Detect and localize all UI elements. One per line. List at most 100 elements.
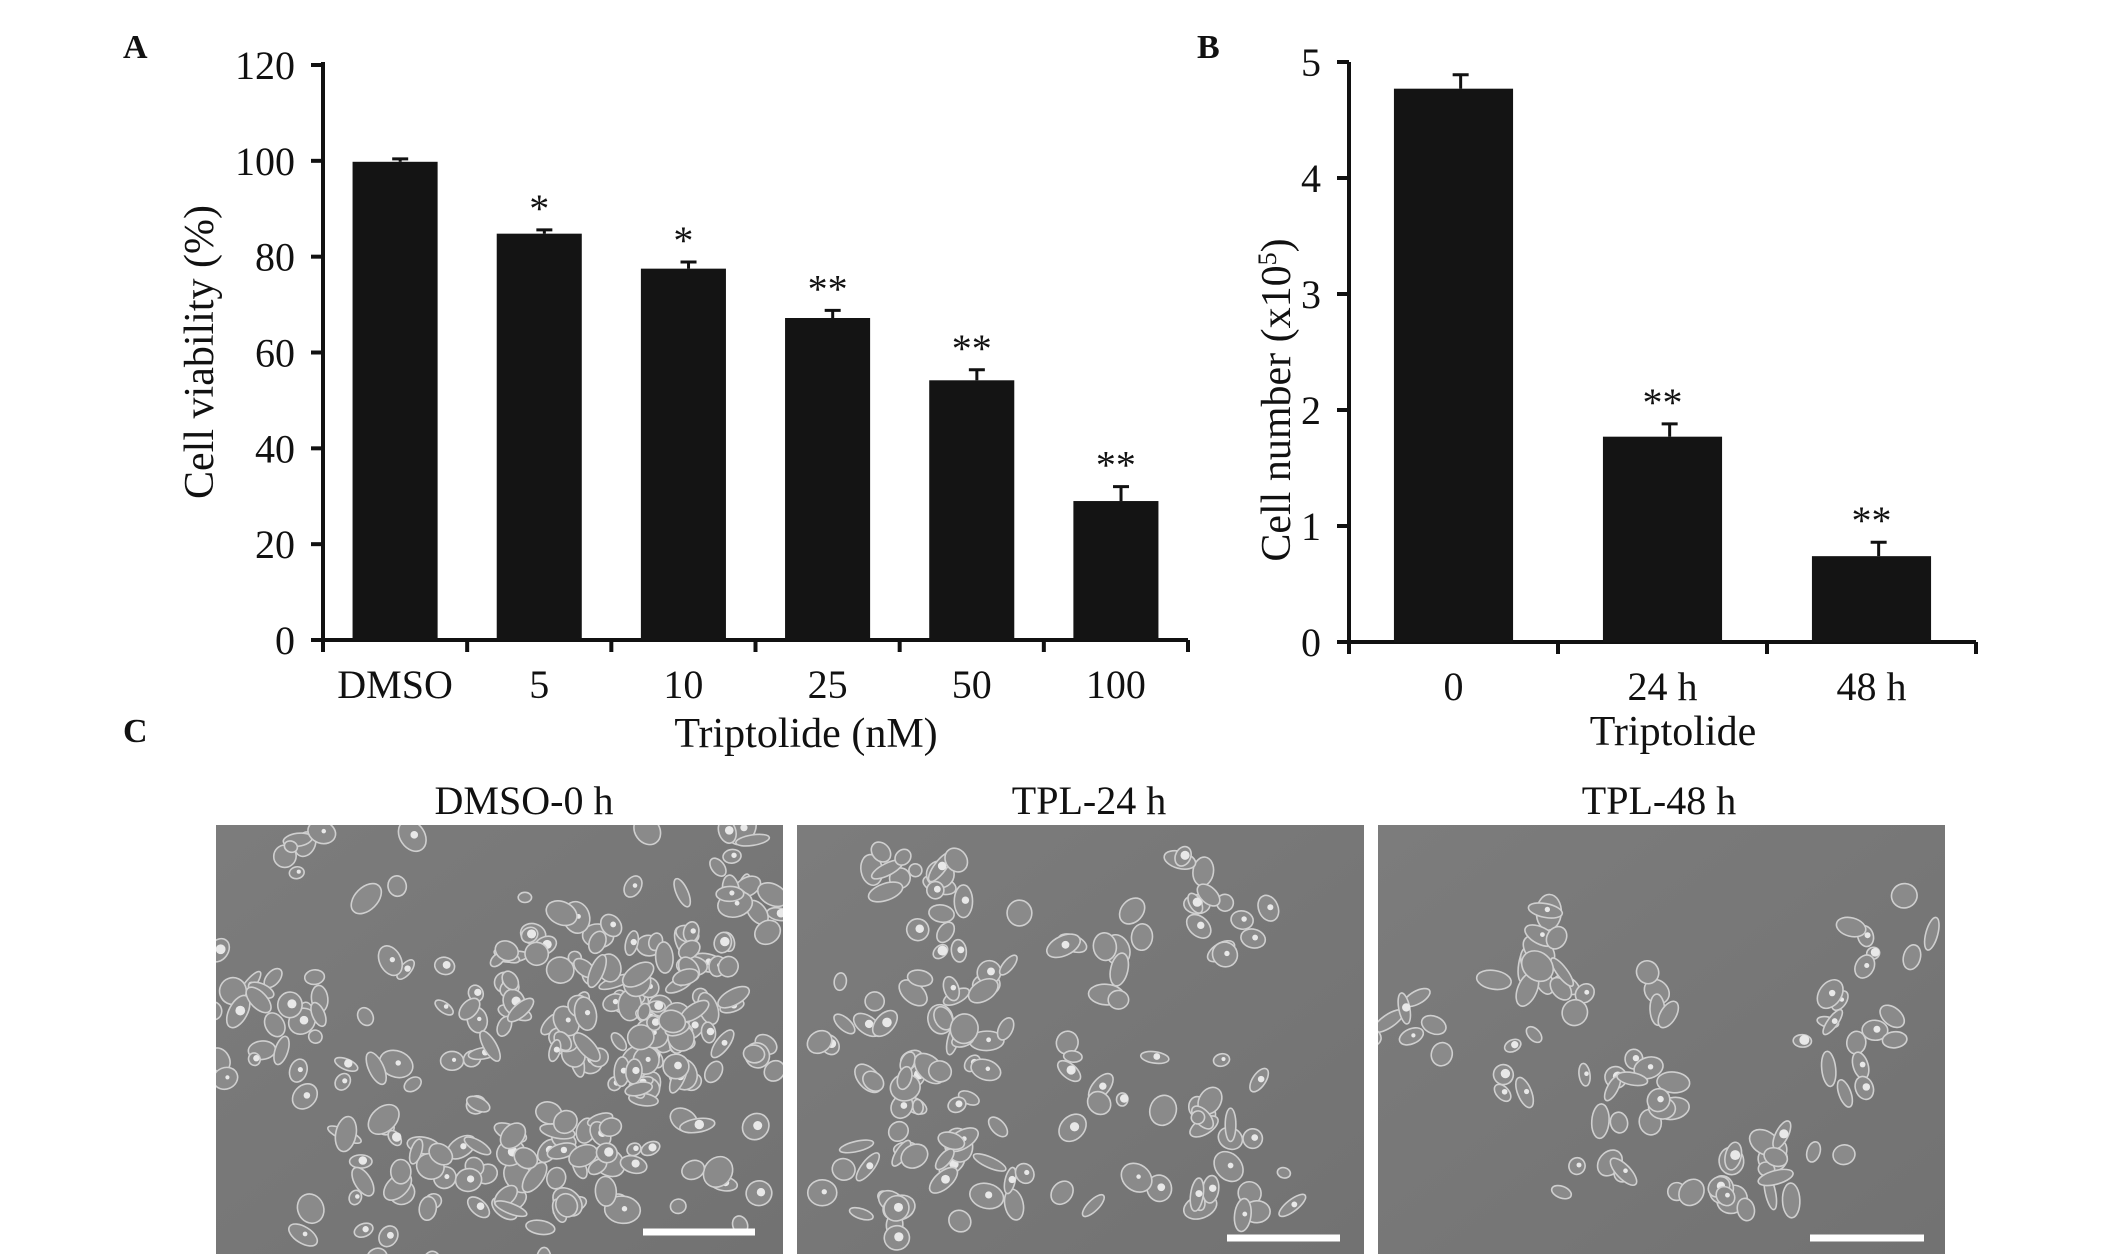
cell [703, 1060, 724, 1084]
cell [283, 840, 299, 854]
cell-highlight [404, 965, 411, 972]
cell-highlight [451, 1057, 457, 1062]
x-tick-label: DMSO [337, 662, 453, 707]
cell [833, 1013, 856, 1035]
micrograph-panel-dmso-0h: DMSO-0 h [216, 778, 783, 1254]
cell-highlight [1402, 1003, 1411, 1012]
cell [610, 1032, 628, 1052]
cell [1881, 1030, 1908, 1049]
cell [555, 1192, 579, 1218]
cell-highlight [1252, 934, 1259, 941]
cell [763, 1059, 783, 1082]
cell-highlight [1153, 1053, 1161, 1060]
cell-highlight [694, 1119, 705, 1130]
y-tick-label: 3 [1301, 272, 1321, 317]
cell [525, 1219, 556, 1236]
cell-highlight [284, 792, 291, 799]
cell [673, 877, 692, 908]
cell [1832, 1144, 1856, 1166]
cell [296, 1193, 325, 1225]
cell-highlight [1209, 1184, 1217, 1192]
cell [927, 1060, 953, 1083]
micrograph-cells-tpl-48h [1378, 882, 1940, 1222]
micrograph-title-tpl-48h: TPL-48 h [1582, 778, 1736, 823]
cell [1525, 1025, 1543, 1044]
significance-label: ** [1643, 380, 1683, 425]
bar [1811, 556, 1932, 642]
cell-highlight [1197, 921, 1205, 930]
cell-highlight [1657, 1095, 1664, 1103]
cell-highlight [1224, 950, 1230, 957]
cell-highlight [395, 1060, 401, 1066]
cell-highlight [633, 1145, 639, 1152]
cell [303, 968, 326, 986]
y-tick-label: 80 [255, 235, 295, 280]
cell [717, 985, 751, 1009]
cell-highlight [734, 900, 740, 906]
cell [908, 862, 923, 878]
cell [806, 1029, 833, 1055]
cell [1923, 916, 1940, 951]
cell-highlight [950, 984, 957, 991]
chart-b-y-axis-title-main: Cell number (x10 [1254, 265, 1300, 561]
cell-highlight [632, 1066, 640, 1075]
cell-highlight [302, 1231, 308, 1237]
cell [1836, 1079, 1854, 1108]
cell [310, 1001, 327, 1028]
cell [1820, 1050, 1837, 1088]
cell-highlight [342, 1078, 348, 1084]
y-tick-label: 2 [1301, 388, 1321, 433]
cell-highlight [776, 908, 783, 918]
cell-highlight [1779, 1129, 1789, 1139]
cell-highlight [391, 1132, 402, 1142]
panel-letter-a: A [123, 29, 148, 66]
cell [1590, 1103, 1610, 1140]
cell-highlight [344, 1059, 353, 1068]
cell-highlight [527, 929, 537, 939]
cell-highlight [864, 1019, 874, 1029]
cell-highlight [1584, 1071, 1589, 1076]
cell [1430, 1041, 1454, 1067]
cell-highlight [1024, 1169, 1030, 1176]
bar [352, 161, 438, 640]
cell [545, 956, 575, 984]
cell [245, 986, 272, 1014]
bar [496, 233, 582, 640]
chart-b-y-axis-title: Cell number (x105) [1253, 238, 1301, 561]
cell [458, 997, 481, 1021]
cell [1086, 1090, 1112, 1116]
cell [900, 1143, 929, 1169]
cell-highlight [1061, 940, 1070, 949]
cell-highlight [985, 1066, 991, 1072]
cell [864, 991, 886, 1012]
cell-highlight [709, 785, 717, 793]
cell [587, 953, 608, 989]
y-tick-label: 60 [255, 331, 295, 376]
cell [545, 900, 578, 927]
x-tick-label: 100 [1086, 662, 1146, 707]
y-tick-label: 0 [1301, 620, 1321, 665]
cell [658, 1009, 687, 1034]
cell-highlight [957, 946, 965, 954]
cell [494, 940, 519, 962]
cell-highlight [1192, 897, 1202, 907]
cell [408, 1138, 424, 1165]
cell-highlight [235, 1005, 246, 1016]
chart-b-x-axis-title: Triptolide [1590, 709, 1756, 755]
cell-highlight [466, 1175, 475, 1183]
cell [887, 1120, 910, 1142]
y-tick-label: 100 [235, 139, 295, 184]
cell-highlight [303, 1092, 311, 1099]
bar [640, 268, 726, 640]
cell-highlight [645, 1056, 651, 1062]
cell-highlight [1119, 1094, 1129, 1103]
cell [1635, 959, 1660, 985]
cell-highlight [894, 1232, 904, 1242]
micrograph-panel-tpl-48h: TPL-48 h [1378, 778, 1945, 1254]
cell-highlight [443, 1004, 449, 1009]
cell [517, 891, 533, 904]
cell [1212, 1052, 1231, 1068]
chart-b-y-axis-title-end: ) [1254, 238, 1300, 252]
micrograph-title-dmso-0h: DMSO-0 h [435, 778, 614, 823]
